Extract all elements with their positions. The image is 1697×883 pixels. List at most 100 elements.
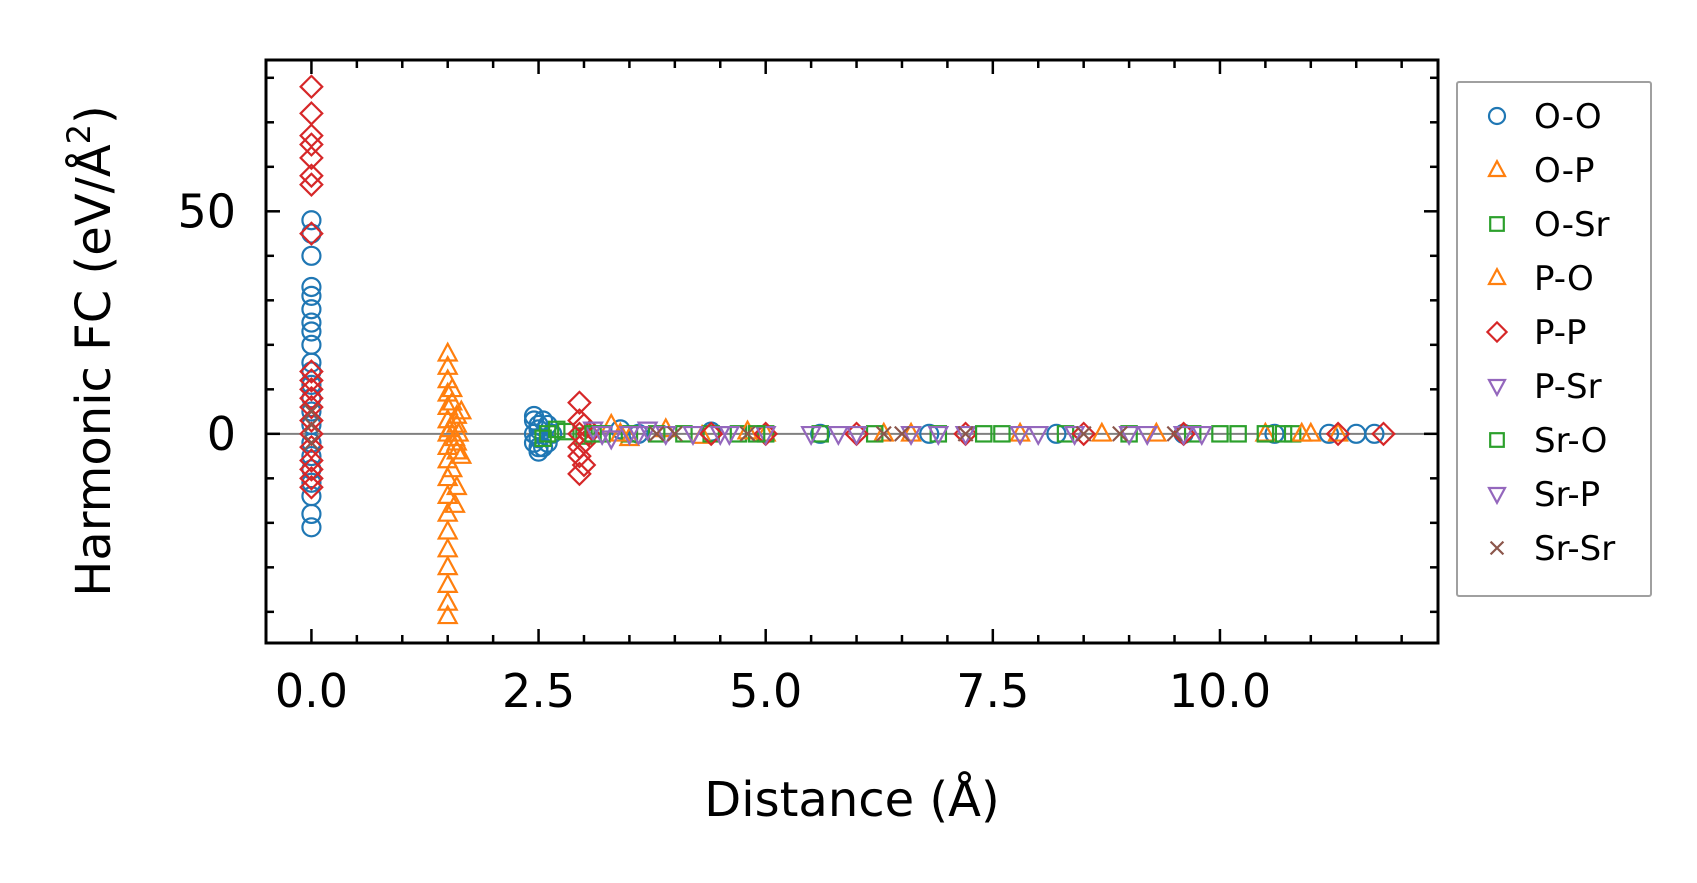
point-p-o-1 <box>444 426 466 447</box>
x-tick-label: 7.5 <box>956 664 1029 718</box>
point-o-o-12 <box>301 388 322 409</box>
y-axis-label: Harmonic FC (eV/Å2) <box>60 105 122 597</box>
point-o-o-43 <box>1264 423 1285 444</box>
point-p-sr-1 <box>600 430 623 451</box>
point-o-o-3 <box>301 276 322 298</box>
legend-marker-sr-p <box>1487 486 1507 506</box>
point-o-o-39 <box>810 423 831 444</box>
y-axis-label-superscript: 2 <box>60 124 98 144</box>
point-sr-p-5 <box>1027 425 1050 447</box>
point-p-o-6 <box>1290 421 1313 442</box>
point-o-p-39 <box>1299 421 1322 442</box>
point-o-o-8 <box>301 334 322 355</box>
point-p-sr-10 <box>900 425 922 447</box>
point-p-p-7 <box>299 221 324 246</box>
point-o-sr-1 <box>557 422 575 441</box>
tick-labels: 0.0 2.5 5.0 7.5 10.0 0 50 <box>177 184 1271 718</box>
x-tick-label: 0.0 <box>275 664 348 718</box>
point-sr-o-6 <box>1274 425 1293 443</box>
legend-label-o-o: O-O <box>1534 97 1602 137</box>
point-o-p-36 <box>1009 421 1031 442</box>
point-p-sr-9 <box>845 425 868 447</box>
point-p-sr-4 <box>654 425 677 447</box>
point-sr-sr-6 <box>875 425 892 442</box>
point-p-p-36 <box>1325 421 1351 447</box>
point-p-sr-11 <box>954 425 977 447</box>
point-o-sr-0 <box>538 425 557 443</box>
point-p-p-3 <box>299 132 324 157</box>
legend-marker-sr-sr <box>1489 540 1505 556</box>
point-p-p-37 <box>1371 421 1396 447</box>
point-p-sr-12 <box>1009 425 1031 447</box>
point-p-sr-0 <box>582 421 604 442</box>
plot-frame <box>264 58 1440 645</box>
point-p-sr-14 <box>1118 425 1140 447</box>
legend: O-O O-P O-Sr P-O P-P P-Sr Sr-O Sr-P Sr-Sr <box>1456 81 1652 597</box>
point-o-p-13 <box>436 537 459 558</box>
point-o-o-10 <box>301 361 322 382</box>
point-o-o-21 <box>301 517 322 538</box>
point-o-o-46 <box>1364 423 1385 444</box>
point-p-p-2 <box>299 123 324 149</box>
point-o-p-25 <box>450 443 473 464</box>
point-o-o-1 <box>301 223 322 244</box>
x-tick-label: 2.5 <box>502 664 575 718</box>
point-sr-o-4 <box>974 425 993 443</box>
legend-label-sr-sr: Sr-Sr <box>1534 529 1615 569</box>
point-p-p-25 <box>567 461 592 487</box>
point-o-p-37 <box>1145 421 1168 442</box>
point-o-p-26 <box>441 377 464 398</box>
point-o-o-18 <box>301 472 322 493</box>
legend-marker-p-sr <box>1487 378 1507 398</box>
point-p-p-14 <box>299 421 324 447</box>
point-p-p-24 <box>567 443 592 469</box>
legend-label-p-sr: P-Sr <box>1534 367 1602 407</box>
point-p-p-10 <box>299 376 324 402</box>
point-sr-sr-2 <box>303 403 320 420</box>
point-p-sr-5 <box>682 425 704 447</box>
point-p-p-29 <box>571 452 597 478</box>
point-p-sr-3 <box>636 421 659 442</box>
point-o-o-13 <box>301 401 322 422</box>
point-sr-sr-10 <box>1112 425 1128 442</box>
point-sr-p-6 <box>1136 425 1159 447</box>
point-p-p-26 <box>571 412 597 438</box>
point-o-o-2 <box>301 245 322 266</box>
x-tick-label: 5.0 <box>729 664 802 718</box>
point-p-sr-8 <box>800 425 822 447</box>
point-p-p-30 <box>698 421 724 447</box>
point-o-p-14 <box>436 555 459 576</box>
legend-marker-sr-o <box>1489 432 1505 448</box>
point-o-o-4 <box>301 285 322 306</box>
point-p-p-16 <box>299 448 324 473</box>
point-p-o-4 <box>900 421 922 442</box>
data-points <box>299 74 1396 625</box>
point-o-sr-13 <box>993 425 1011 443</box>
point-sr-sr-1 <box>303 434 320 451</box>
x-tick-label: 10.0 <box>1169 664 1271 718</box>
point-o-sr-17 <box>1229 425 1247 443</box>
point-sr-p-7 <box>1190 425 1213 447</box>
point-p-p-4 <box>299 145 324 171</box>
point-o-p-15 <box>436 572 459 593</box>
point-o-p-40 <box>1327 421 1349 442</box>
point-o-p-12 <box>436 519 459 540</box>
point-sr-sr-9 <box>1075 425 1092 442</box>
point-sr-sr-3 <box>648 425 665 442</box>
point-sr-p-1 <box>627 425 650 447</box>
point-p-o-3 <box>736 419 759 440</box>
point-o-o-41 <box>1046 423 1067 444</box>
point-o-o-7 <box>301 321 322 342</box>
point-o-p-28 <box>444 492 466 513</box>
point-o-o-9 <box>301 352 322 373</box>
point-sr-sr-7 <box>893 425 910 442</box>
legend-label-p-o: P-O <box>1534 259 1594 299</box>
legend-label-o-sr: O-Sr <box>1534 205 1610 245</box>
point-p-p-12 <box>299 394 324 420</box>
point-o-o-15 <box>301 432 322 453</box>
point-o-o-35 <box>542 423 563 444</box>
point-p-o-5 <box>1090 421 1113 442</box>
point-p-p-0 <box>299 74 324 100</box>
point-p-sr-13 <box>1063 425 1086 447</box>
point-sr-o-1 <box>547 420 566 439</box>
